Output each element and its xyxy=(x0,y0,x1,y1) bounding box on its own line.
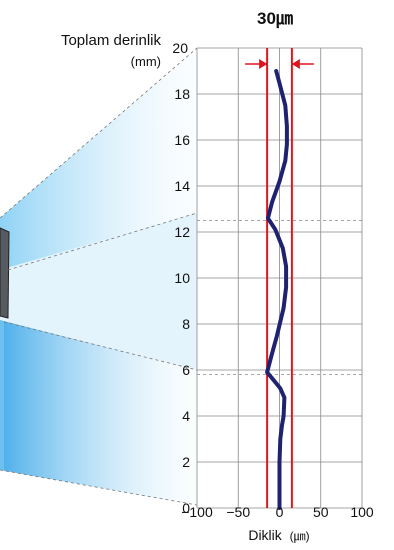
y-tick-label: 12 xyxy=(174,224,190,240)
specimen-face xyxy=(0,320,4,470)
x-tick-label: 0 xyxy=(276,504,284,520)
y-tick-label: 18 xyxy=(174,86,190,102)
tolerance-arrow-right-head xyxy=(291,59,300,69)
tolerance-limit-lines xyxy=(266,48,293,508)
projection-line-upper-section xyxy=(7,212,198,271)
y-axis-label: Toplam derinlik xyxy=(61,32,162,49)
y-tick-label: 6 xyxy=(182,362,190,378)
y-tick-label: 4 xyxy=(182,408,190,424)
data-series xyxy=(265,69,289,510)
x-tick-label: −100 xyxy=(181,504,213,520)
y-tick-label: 2 xyxy=(182,454,190,470)
projection-line-top xyxy=(0,47,198,219)
x-axis-tick-labels: −100 −50 0 50 100 xyxy=(181,504,374,520)
y-tick-label: 16 xyxy=(174,132,190,148)
plot-area xyxy=(196,47,363,510)
x-axis-label-unit: (㎛) xyxy=(290,529,310,543)
x-tick-label: 50 xyxy=(313,504,329,520)
y-axis-tick-labels: 0 2 4 6 8 10 12 14 16 18 20 xyxy=(172,40,190,516)
projection-beam-lower xyxy=(0,320,197,505)
y-tick-label: 0 xyxy=(182,500,190,516)
projection-illustration xyxy=(0,47,198,506)
tolerance-indicator xyxy=(245,59,314,69)
y-axis-unit: (mm) xyxy=(131,54,161,69)
y-tick-label: 8 xyxy=(182,316,190,332)
x-axis-label: Diklik (㎛) xyxy=(248,527,309,543)
y-tick-label: 10 xyxy=(174,270,190,286)
y-tick-label: 20 xyxy=(172,40,188,56)
x-axis-label-main: Diklik xyxy=(248,527,282,543)
series-line xyxy=(265,69,289,510)
specimen-block xyxy=(0,227,10,319)
y-tick-label: 14 xyxy=(174,178,190,194)
projection-beam-upper xyxy=(0,48,197,270)
tolerance-arrow-left-head xyxy=(259,59,268,69)
chart-title: 30㎛ xyxy=(257,9,293,29)
projection-beam-middle xyxy=(0,213,197,370)
x-tick-label: −50 xyxy=(226,504,250,520)
x-tick-label: 100 xyxy=(350,504,374,520)
